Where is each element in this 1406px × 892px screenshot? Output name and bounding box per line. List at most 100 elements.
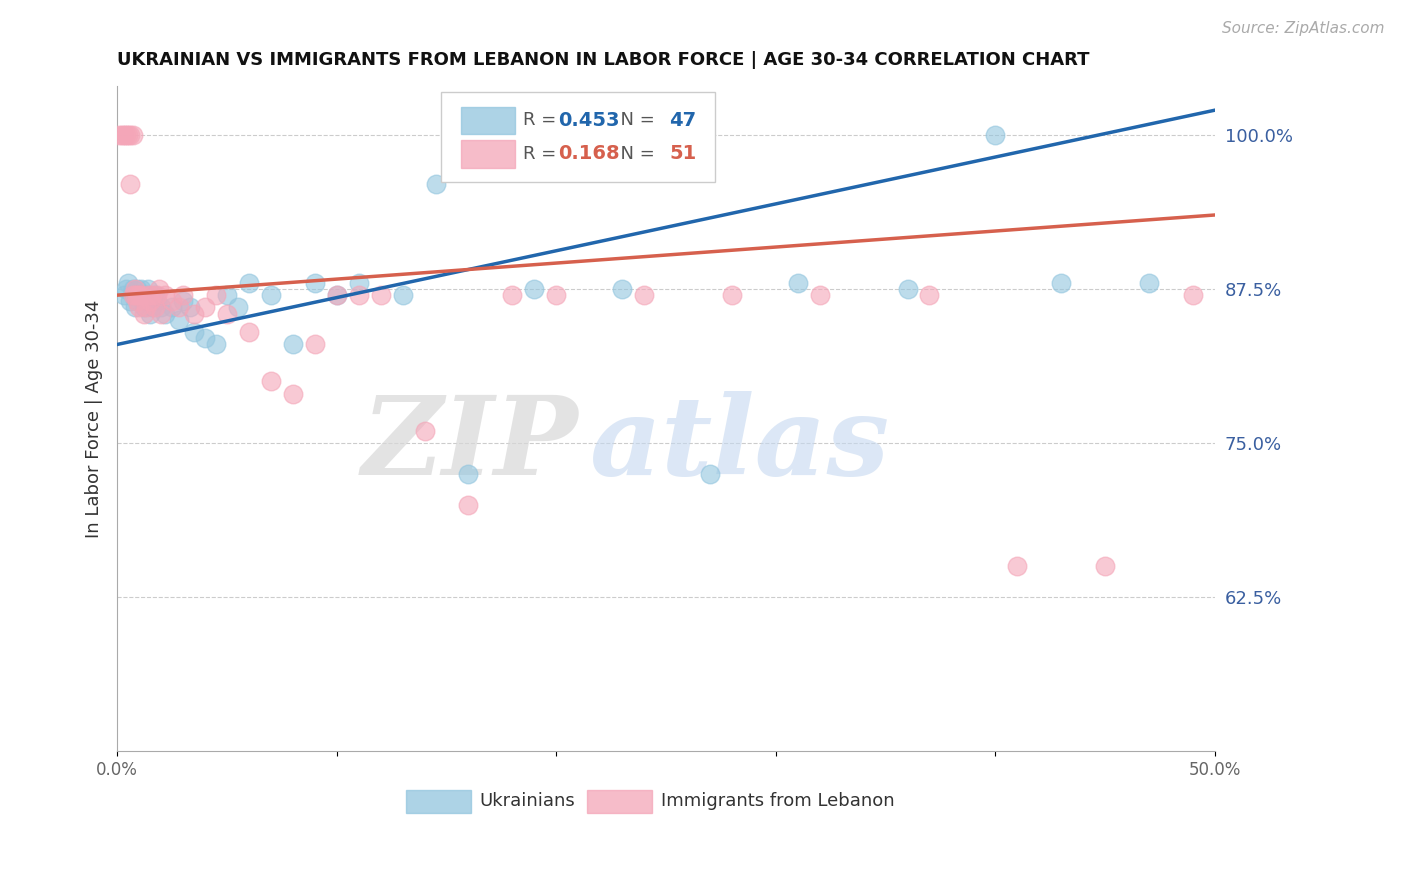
Point: [1007, 559, 1029, 574]
Point: [281, 386, 304, 401]
FancyBboxPatch shape: [461, 140, 515, 168]
Point: [183, 325, 205, 339]
Point: [124, 301, 146, 315]
Point: [457, 498, 479, 512]
Point: [984, 128, 1007, 142]
Text: 0.453: 0.453: [558, 111, 620, 129]
Text: ZIP: ZIP: [361, 392, 578, 499]
Point: [117, 128, 139, 142]
Text: UKRAINIAN VS IMMIGRANTS FROM LEBANON IN LABOR FORCE | AGE 30-34 CORRELATION CHAR: UKRAINIAN VS IMMIGRANTS FROM LEBANON IN …: [117, 51, 1090, 69]
Point: [391, 288, 413, 302]
Point: [124, 288, 146, 302]
Point: [501, 288, 523, 302]
Point: [135, 301, 157, 315]
Point: [325, 288, 347, 302]
Point: [128, 288, 150, 302]
Point: [128, 288, 150, 302]
FancyBboxPatch shape: [441, 92, 716, 182]
Point: [786, 276, 808, 290]
FancyBboxPatch shape: [461, 107, 515, 134]
Point: [205, 337, 228, 351]
Point: [145, 294, 167, 309]
Point: [155, 288, 177, 302]
Point: [150, 301, 173, 315]
Point: [120, 177, 142, 191]
Point: [139, 294, 162, 309]
Point: [121, 288, 143, 302]
Point: [121, 128, 143, 142]
Point: [108, 128, 131, 142]
Text: N =: N =: [609, 112, 661, 129]
Point: [172, 288, 194, 302]
Point: [112, 128, 135, 142]
Point: [112, 288, 135, 302]
Point: [160, 294, 183, 309]
Point: [808, 288, 831, 302]
Point: [215, 307, 238, 321]
Text: R =: R =: [523, 145, 562, 163]
Point: [167, 313, 190, 327]
Point: [115, 128, 138, 142]
Point: [172, 294, 194, 309]
Point: [150, 307, 173, 321]
Text: atlas: atlas: [589, 392, 890, 499]
Point: [1050, 276, 1073, 290]
Point: [132, 301, 155, 315]
Point: [115, 282, 138, 296]
Point: [110, 128, 132, 142]
Point: [121, 282, 143, 296]
Point: [167, 301, 190, 315]
Point: [124, 282, 146, 296]
Point: [918, 288, 941, 302]
Point: [124, 288, 146, 302]
Point: [179, 301, 201, 315]
Point: [125, 282, 148, 296]
Point: [260, 288, 283, 302]
Point: [347, 288, 370, 302]
Point: [120, 294, 142, 309]
Point: [721, 288, 744, 302]
Point: [132, 307, 155, 321]
Point: [304, 276, 326, 290]
Point: [215, 288, 238, 302]
Text: R =: R =: [523, 112, 562, 129]
Point: [183, 307, 205, 321]
Point: [347, 276, 370, 290]
Point: [370, 288, 392, 302]
Point: [194, 331, 217, 345]
Point: [121, 288, 143, 302]
Point: [131, 282, 153, 296]
Point: [120, 128, 142, 142]
Point: [325, 288, 347, 302]
Point: [304, 337, 326, 351]
Point: [457, 467, 479, 481]
Point: [128, 301, 150, 315]
Text: 51: 51: [669, 145, 696, 163]
Point: [125, 294, 148, 309]
Point: [610, 282, 633, 296]
Point: [896, 282, 918, 296]
Point: [135, 288, 157, 302]
Point: [143, 288, 166, 302]
Point: [226, 301, 249, 315]
Point: [139, 307, 162, 321]
Point: [205, 288, 228, 302]
Point: [1137, 276, 1160, 290]
Point: [136, 288, 159, 302]
Point: [699, 467, 721, 481]
Point: [117, 276, 139, 290]
Point: [1094, 559, 1116, 574]
Point: [125, 288, 148, 302]
Text: N =: N =: [609, 145, 661, 163]
Text: 47: 47: [669, 111, 696, 129]
Point: [131, 288, 153, 302]
Point: [160, 301, 183, 315]
Y-axis label: In Labor Force | Age 30-34: In Labor Force | Age 30-34: [86, 299, 103, 538]
Point: [125, 294, 148, 309]
Point: [238, 325, 260, 339]
Point: [148, 282, 170, 296]
Point: [141, 301, 163, 315]
FancyBboxPatch shape: [586, 790, 652, 813]
Text: Source: ZipAtlas.com: Source: ZipAtlas.com: [1222, 21, 1385, 36]
Point: [136, 282, 159, 296]
